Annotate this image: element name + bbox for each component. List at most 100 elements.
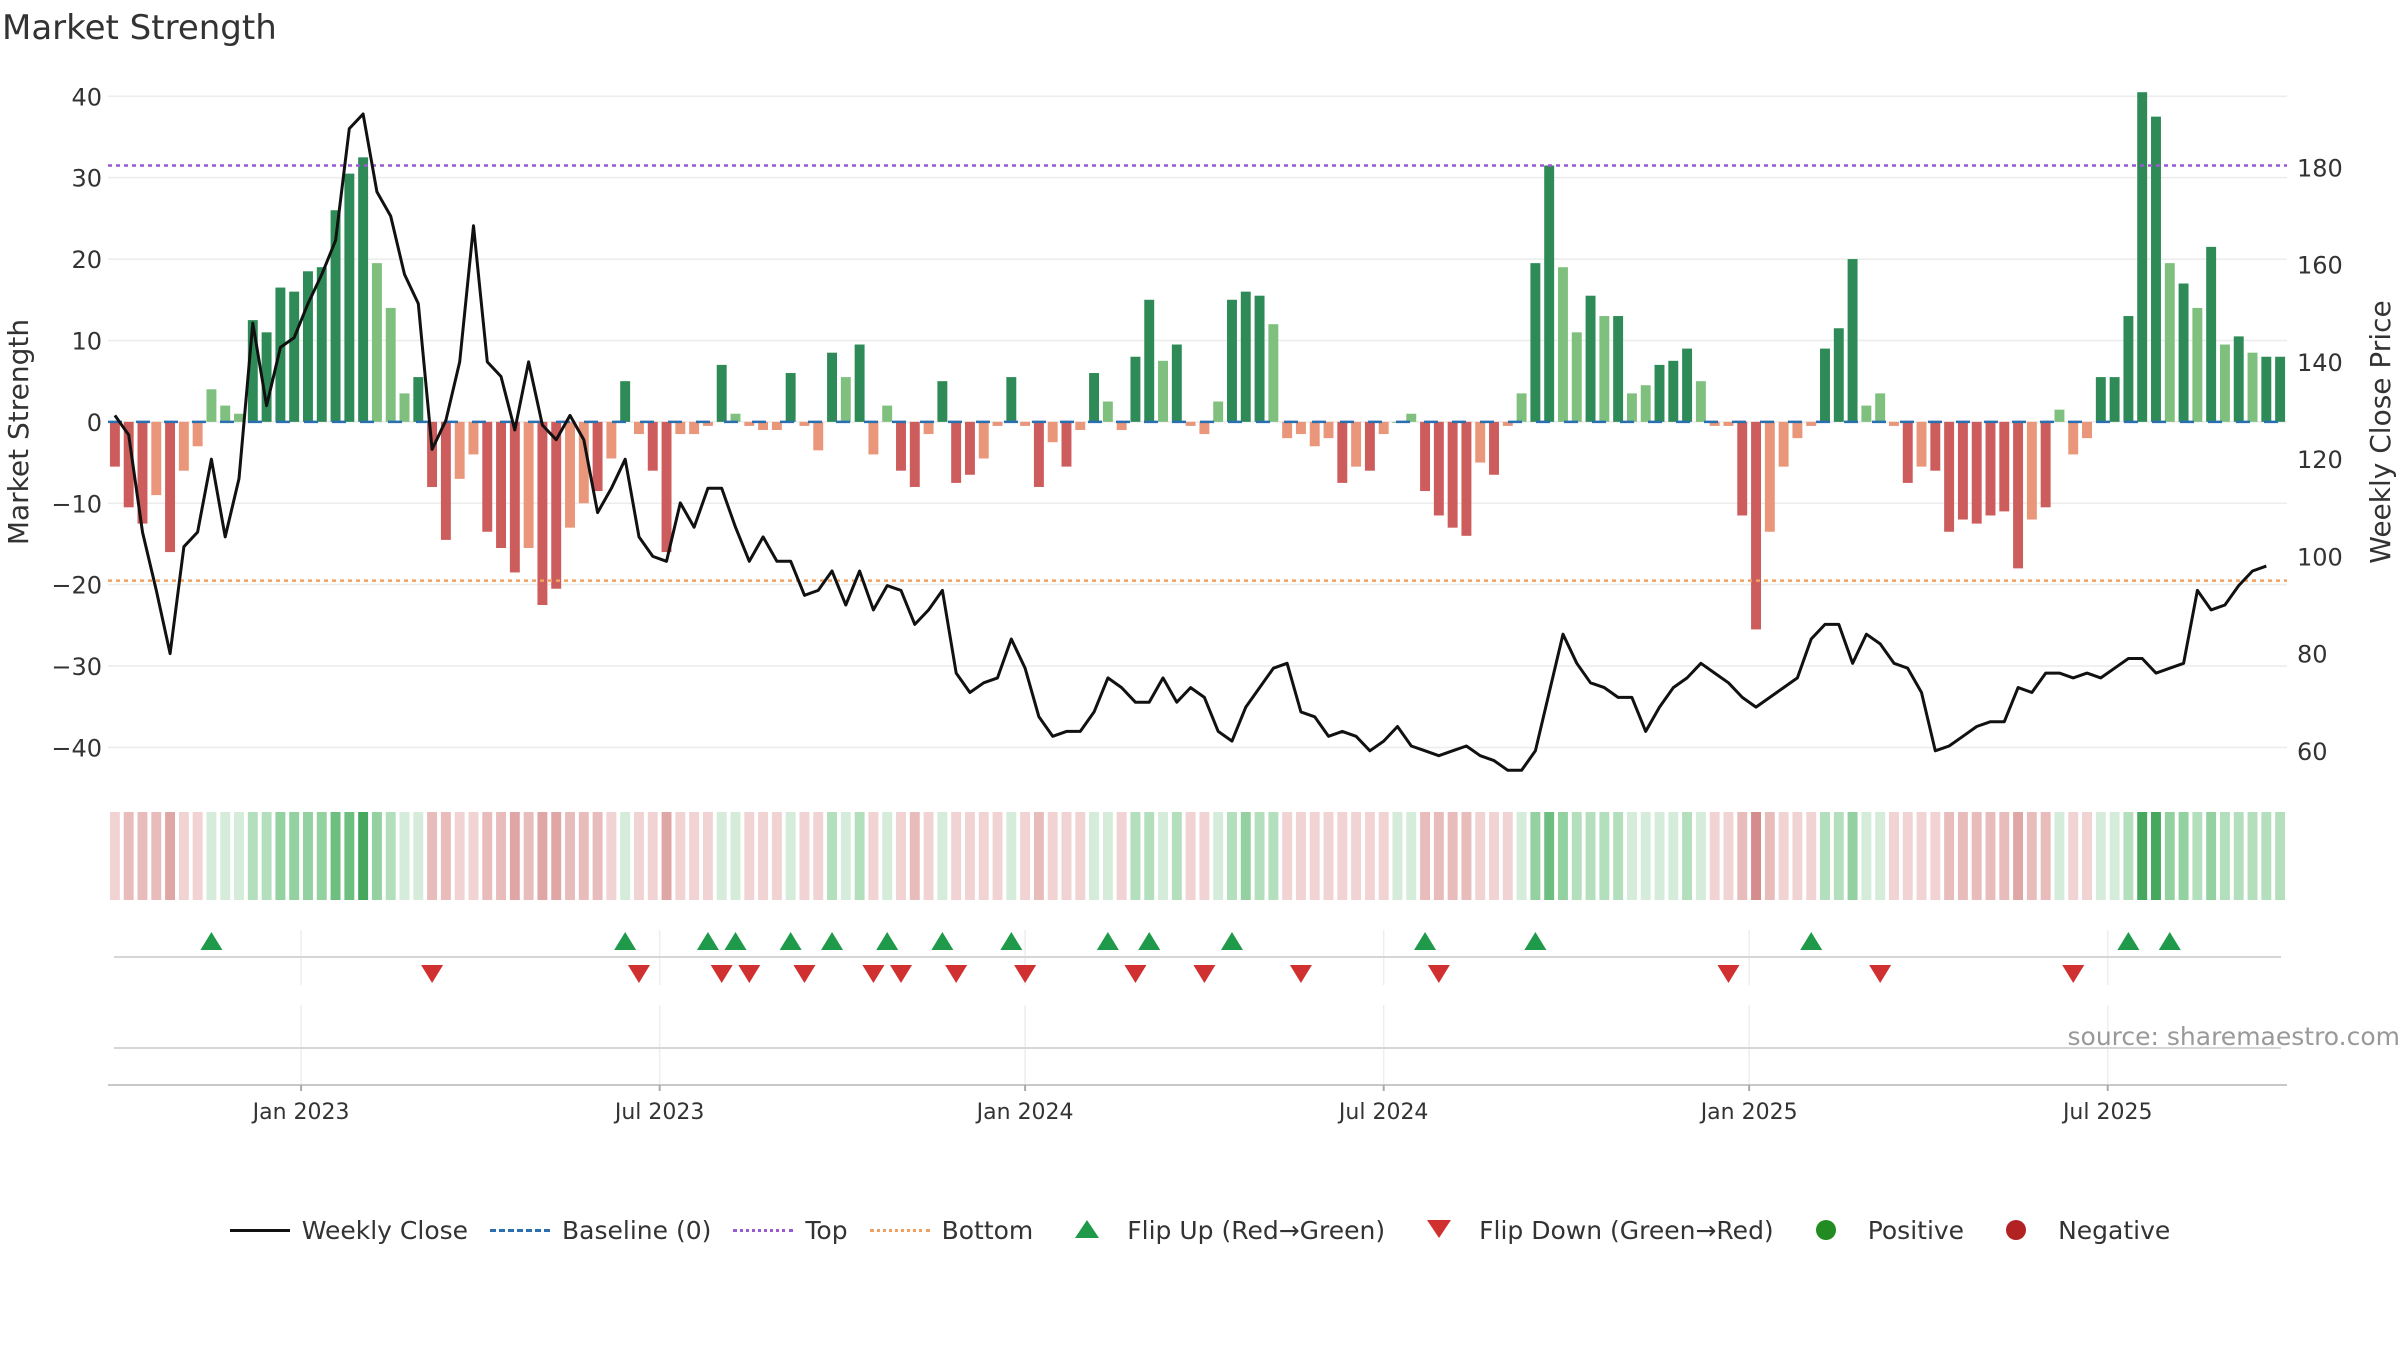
strength-bar: [1640, 385, 1651, 422]
strength-bar: [1944, 421, 1955, 532]
heat-cell: [1130, 812, 1141, 900]
strength-bar: [1792, 421, 1803, 439]
strength-bar: [537, 421, 548, 605]
heat-cell: [371, 812, 382, 900]
strength-bar: [1337, 421, 1348, 483]
legend-swatch: [869, 1218, 930, 1242]
strength-bar: [344, 173, 355, 422]
strength-bar: [1309, 421, 1320, 447]
heat-cell: [344, 812, 355, 900]
strength-bar: [923, 421, 934, 435]
strength-bar: [1420, 421, 1431, 492]
strength-bar: [1764, 421, 1775, 532]
heat-cell: [799, 812, 810, 900]
legend-label: Positive: [1867, 1215, 1965, 1245]
heat-cell: [1116, 812, 1127, 900]
strength-bar: [220, 405, 231, 422]
heat-cell: [1599, 812, 1610, 900]
heat-cell: [1171, 812, 1182, 900]
y-left-tick-label: −30: [51, 653, 102, 681]
legend-item[interactable]: Flip Up (Red→Green): [1055, 1216, 1385, 1245]
strength-bar: [275, 287, 286, 422]
strength-bar: [2275, 356, 2286, 422]
strength-bar: [1806, 421, 1817, 426]
strength-bar: [771, 421, 782, 430]
strength-bar: [620, 381, 631, 422]
strength-bar: [1709, 421, 1720, 426]
heat-cell: [2054, 812, 2065, 900]
legend-item[interactable]: Weekly Close: [229, 1216, 468, 1245]
strength-bar: [1075, 421, 1086, 430]
heat-cell: [109, 812, 120, 900]
heat-cell: [606, 812, 617, 900]
heat-cell: [2178, 812, 2189, 900]
heat-cell: [1930, 812, 1941, 900]
y-right-tick-label: 140: [2297, 349, 2343, 377]
heat-cell: [937, 812, 948, 900]
flip-down-marker: [421, 965, 444, 983]
strength-bar: [758, 421, 769, 430]
strength-bar: [1185, 421, 1196, 426]
heat-cell: [151, 812, 162, 900]
heat-cell: [399, 812, 410, 900]
strength-bar: [551, 421, 562, 589]
strength-bar: [151, 421, 162, 496]
legend-swatch: [733, 1218, 794, 1242]
heat-cell: [2082, 812, 2092, 900]
flip-down-marker: [1014, 965, 1037, 983]
strength-bar: [592, 421, 603, 492]
flip-up-marker: [931, 932, 954, 950]
heat-cell: [220, 812, 231, 900]
y-right-tick-label: 60: [2297, 738, 2328, 766]
strength-bar: [1433, 421, 1444, 516]
heat-cell: [1682, 812, 1693, 900]
heat-cell: [1047, 812, 1058, 900]
strength-bar: [1847, 259, 1858, 422]
strength-bar: [523, 421, 534, 549]
heat-cell: [1957, 812, 1968, 900]
flip-up-marker: [779, 932, 802, 950]
legend-item[interactable]: Bottom: [869, 1216, 1033, 1245]
strength-bar: [454, 421, 465, 479]
heat-cell: [1544, 812, 1555, 900]
x-tick-label: Jul 2023: [613, 1100, 705, 1125]
legend-item[interactable]: Flip Down (Green→Red): [1407, 1216, 1774, 1245]
heat-cell: [523, 812, 534, 900]
heat-cell: [1751, 812, 1762, 900]
heat-cell: [992, 812, 1003, 900]
heat-cell: [1254, 812, 1265, 900]
heat-cell: [896, 812, 906, 900]
strength-bar: [482, 421, 493, 532]
flip-up-marker: [2117, 932, 2140, 950]
strength-bar: [206, 389, 217, 422]
flip-up-marker: [1414, 932, 1437, 950]
strength-bar: [1599, 316, 1610, 422]
strength-bar: [2026, 421, 2037, 520]
legend-item[interactable]: Baseline (0): [490, 1216, 711, 1245]
heat-cell: [1433, 812, 1444, 900]
heat-cell: [951, 812, 962, 900]
strength-bar: [1930, 421, 1941, 471]
strength-bar: [1227, 299, 1237, 422]
strength-bar: [234, 413, 244, 422]
strength-bar: [303, 271, 313, 422]
heat-cell: [1764, 812, 1775, 900]
heat-cell: [234, 812, 244, 900]
heat-cell: [1999, 812, 2010, 900]
flip-down-marker: [1124, 965, 1147, 983]
flip-down-marker: [1717, 965, 1740, 983]
strength-bar: [2206, 246, 2217, 422]
legend-item[interactable]: Top: [733, 1216, 848, 1245]
heat-cell: [1337, 812, 1348, 900]
legend-item[interactable]: Positive: [1796, 1216, 1964, 1245]
heat-cell: [2261, 812, 2272, 900]
heat-cell: [1861, 812, 1872, 900]
strength-bar: [964, 421, 975, 475]
heat-cell: [1144, 812, 1155, 900]
heat-cell: [1558, 812, 1568, 900]
legend-item[interactable]: Negative: [1986, 1216, 2170, 1245]
strength-bar: [2109, 377, 2120, 422]
strength-bar: [1613, 316, 1624, 422]
strength-bar: [1999, 421, 2010, 512]
heat-cell: [964, 812, 975, 900]
